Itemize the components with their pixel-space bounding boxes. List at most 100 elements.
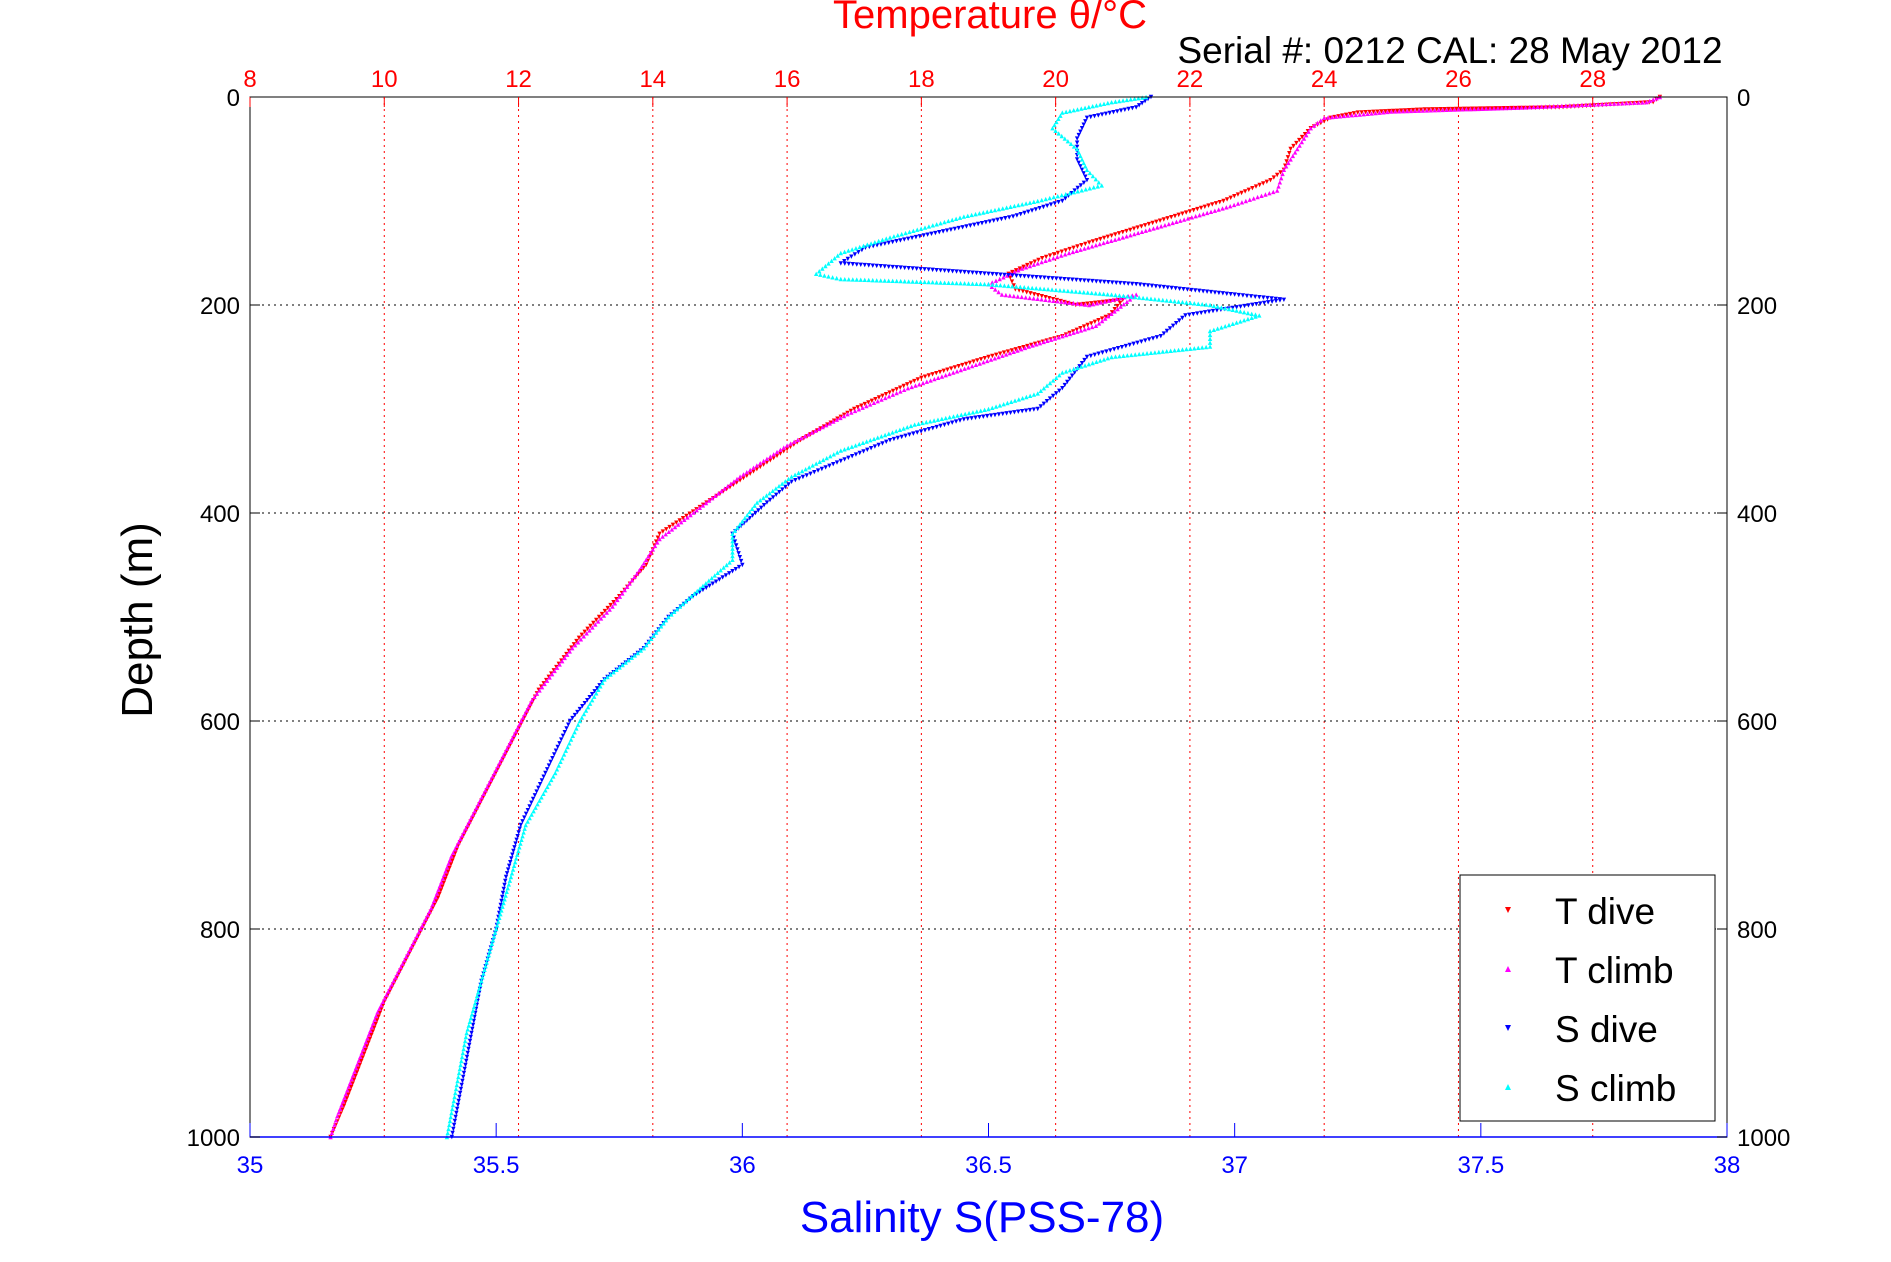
data-point xyxy=(943,415,948,421)
data-point xyxy=(784,446,790,452)
data-point xyxy=(537,781,543,787)
data-point xyxy=(1027,295,1032,301)
data-point xyxy=(894,239,899,244)
data-point xyxy=(978,271,983,276)
data-point xyxy=(465,1027,470,1032)
data-point xyxy=(733,543,739,548)
data-point xyxy=(574,726,579,731)
data-point xyxy=(736,551,741,556)
data-point xyxy=(1650,97,1656,102)
depth-tick-label-left: 0 xyxy=(227,85,240,112)
data-point xyxy=(1135,340,1140,345)
data-point xyxy=(1057,288,1063,293)
data-point xyxy=(990,405,995,410)
data-point xyxy=(459,1058,464,1064)
data-point xyxy=(1208,209,1214,214)
data-point xyxy=(684,513,689,519)
data-point xyxy=(1074,140,1080,145)
data-point xyxy=(749,506,755,512)
data-point xyxy=(598,684,603,689)
data-point xyxy=(581,634,586,639)
data-point xyxy=(488,777,493,783)
data-point xyxy=(910,266,915,271)
data-point xyxy=(1269,299,1275,304)
data-point xyxy=(1022,210,1027,216)
data-point xyxy=(776,483,782,489)
data-point xyxy=(995,217,1000,223)
data-point xyxy=(1055,250,1061,256)
data-point xyxy=(970,270,975,275)
data-point xyxy=(561,752,567,757)
data-point xyxy=(1141,282,1147,288)
data-point xyxy=(1117,300,1123,306)
data-point xyxy=(1207,340,1213,345)
data-point xyxy=(768,454,773,459)
data-point xyxy=(1198,310,1204,316)
data-point xyxy=(1011,283,1016,288)
data-point xyxy=(1115,109,1120,114)
data-point xyxy=(1100,350,1105,355)
data-point xyxy=(544,767,550,772)
data-point xyxy=(747,471,753,476)
data-point xyxy=(849,410,854,415)
data-point xyxy=(1120,98,1126,103)
data-point xyxy=(521,830,526,835)
data-point xyxy=(734,476,740,482)
data-point xyxy=(838,458,843,464)
data-point xyxy=(1069,373,1075,378)
data-point xyxy=(853,443,858,448)
data-point xyxy=(922,225,928,230)
data-point xyxy=(1009,348,1015,353)
data-point xyxy=(1013,347,1018,352)
data-point xyxy=(1212,290,1218,295)
data-point xyxy=(1078,278,1083,283)
data-point xyxy=(599,611,605,617)
data-point xyxy=(1109,233,1114,238)
data-point xyxy=(1267,191,1272,196)
data-point xyxy=(1053,128,1058,133)
data-point xyxy=(1187,312,1192,317)
data-point xyxy=(1400,108,1406,114)
data-point xyxy=(1014,213,1020,218)
data-point xyxy=(444,873,449,878)
data-point xyxy=(913,383,918,388)
data-point xyxy=(1497,106,1503,111)
data-point xyxy=(1344,112,1349,118)
data-point xyxy=(420,923,425,928)
data-point xyxy=(579,715,585,720)
data-point xyxy=(592,689,597,694)
data-point xyxy=(1023,295,1028,300)
data-point xyxy=(1230,321,1235,326)
data-point xyxy=(575,709,580,715)
y-axis-label: Depth (m) xyxy=(113,522,162,718)
data-point xyxy=(1118,108,1124,113)
data-point xyxy=(620,591,625,596)
data-point xyxy=(1571,103,1577,108)
data-point xyxy=(1127,342,1132,348)
chart-subtitle: Serial #: 0212 CAL: 28 May 2012 xyxy=(1177,30,1722,71)
data-point xyxy=(747,509,752,515)
data-point xyxy=(1367,109,1372,115)
data-point xyxy=(1416,108,1422,113)
data-point xyxy=(925,232,930,237)
data-point xyxy=(437,883,443,889)
data-point xyxy=(935,375,941,380)
data-point xyxy=(1081,160,1086,166)
data-point xyxy=(1056,116,1061,122)
data-point xyxy=(697,505,703,510)
data-point xyxy=(862,262,867,268)
data-point xyxy=(608,672,613,677)
data-point xyxy=(360,1055,365,1060)
data-point xyxy=(761,462,766,467)
data-point xyxy=(1093,300,1098,306)
data-point xyxy=(357,1062,363,1068)
data-point xyxy=(411,940,416,946)
data-point xyxy=(1535,104,1540,110)
data-point xyxy=(594,617,599,623)
data-point xyxy=(1099,316,1105,321)
data-point xyxy=(1034,342,1039,347)
data-point xyxy=(927,419,933,424)
data-point xyxy=(853,246,859,251)
data-point xyxy=(1026,285,1031,290)
data-point xyxy=(1063,299,1068,305)
